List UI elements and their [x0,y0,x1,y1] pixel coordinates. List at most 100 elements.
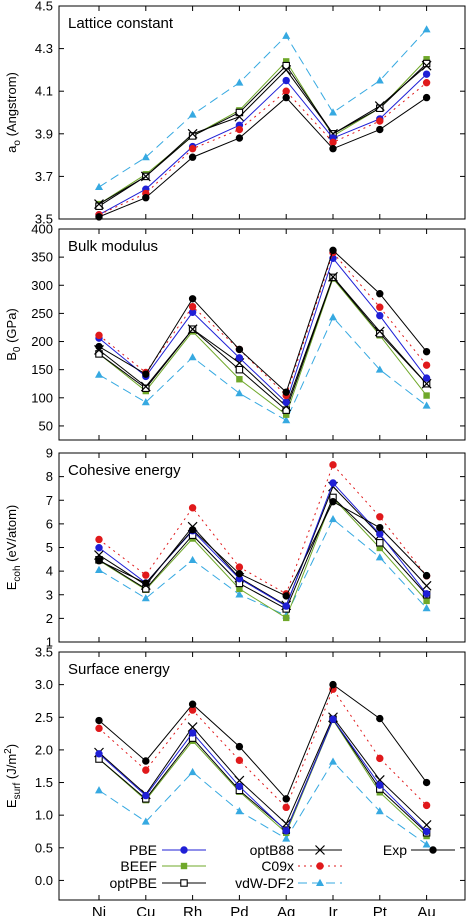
series-line [98,29,427,188]
data-point [141,153,150,161]
panel-frame [58,5,466,220]
data-point [188,555,197,564]
data-point [95,182,103,191]
y-tick-label: 150 [31,362,53,377]
data-point [422,70,431,78]
data-point [235,125,244,134]
y-tick-label: 6 [46,516,53,531]
panel-0: 3.5 3.7 3.9 4.1 4.3 4.5 Lattice constant ao (An… [4,0,466,227]
data-point [188,110,197,118]
data-point [329,246,337,255]
data-point [422,93,431,102]
y-tick-label: 4.3 [35,41,53,56]
data-point [95,342,103,351]
data-point [282,803,290,812]
y-label-sub: surf [12,783,23,800]
data-point [376,329,384,338]
data-point [235,345,244,354]
y-tick-label: 8 [46,469,53,484]
series-vdW-DF2 [95,25,431,191]
data-point [329,313,337,321]
data-point [281,64,292,75]
series-line [98,249,427,394]
data-point [422,590,431,598]
data-point [188,729,197,737]
data-point [422,25,431,33]
data-point [236,376,243,383]
y-tick-label: 250 [31,306,53,321]
data-point [235,365,244,374]
data-point [422,401,431,409]
series-Exp [95,680,431,803]
data-point [283,614,290,622]
data-point [235,590,244,598]
data-point [141,594,150,602]
series-line [98,463,427,595]
x-tick-label: Pd [230,904,248,916]
data-point [422,604,431,612]
x-tick-label: Cu [136,904,155,916]
y-label-close: ) [4,744,19,748]
data-point [374,101,385,112]
series-line [98,718,427,837]
data-point [282,592,290,600]
panel-title: Lattice constant [68,15,174,32]
y-tick-label: 50 [39,418,53,433]
data-point [329,479,337,487]
data-point [95,557,103,565]
data-point [142,370,150,378]
y-label-main: B [4,352,19,361]
y-label-unit: (J/m [4,754,19,783]
y-tick-label: 1.0 [35,808,53,823]
data-point [95,716,103,725]
data-point [376,530,384,538]
data-point [423,56,430,63]
data-point [329,108,337,116]
data-point [95,331,103,340]
y-label-main: E [4,799,19,808]
data-point [94,199,104,210]
legend: PBE optB88 Exp BEEF C09x optPBE vdW-DF2 [110,842,455,891]
x-tick-label: Pt [373,904,388,916]
data-point [422,361,431,369]
y-tick-label: 3.0 [35,677,53,692]
y-axis-label: B0 (GPa) [4,308,23,361]
data-point [376,539,384,547]
series-line [98,73,427,216]
y-tick-label: 350 [31,250,53,265]
data-point [141,817,150,825]
y-label-unit: (Angstrom) [4,72,19,140]
y-tick-label: 3.5 [35,645,53,660]
data-point [95,786,103,794]
data-point [422,59,431,68]
data-point [422,347,431,356]
data-point [282,93,290,102]
data-point [374,774,385,785]
data-point [282,416,291,424]
y-label-main: E [4,581,19,590]
data-point [235,78,244,86]
data-point [235,389,244,397]
y-tick-label: 7 [46,493,53,508]
data-point [423,597,430,605]
data-point [235,563,244,571]
y-axis-label: Esurf (J/m2) [3,744,23,808]
panel-3: 0.0 0.5 1.0 1.5 2.0 2.5 3.0 3.5 Surface energy Es… [3,645,466,901]
data-point [422,801,431,810]
data-point [329,757,337,765]
data-point [187,128,198,139]
panel-1: 50 100 150 200 250 300 350 400 Bulk modulus B0 (G… [4,222,466,441]
legend-swatch-marker [180,862,188,870]
data-point [188,767,197,776]
data-point [422,840,431,848]
data-point [141,398,150,406]
data-point [376,311,384,320]
data-point [142,571,150,579]
data-point [188,526,197,534]
y-tick-label: 0.5 [35,840,53,855]
x-tick-label: Rh [183,904,202,916]
y-tick-label: 3.9 [35,126,53,141]
series-PBE [95,715,431,836]
series-line [98,718,427,832]
legend-swatch-marker [316,862,324,870]
